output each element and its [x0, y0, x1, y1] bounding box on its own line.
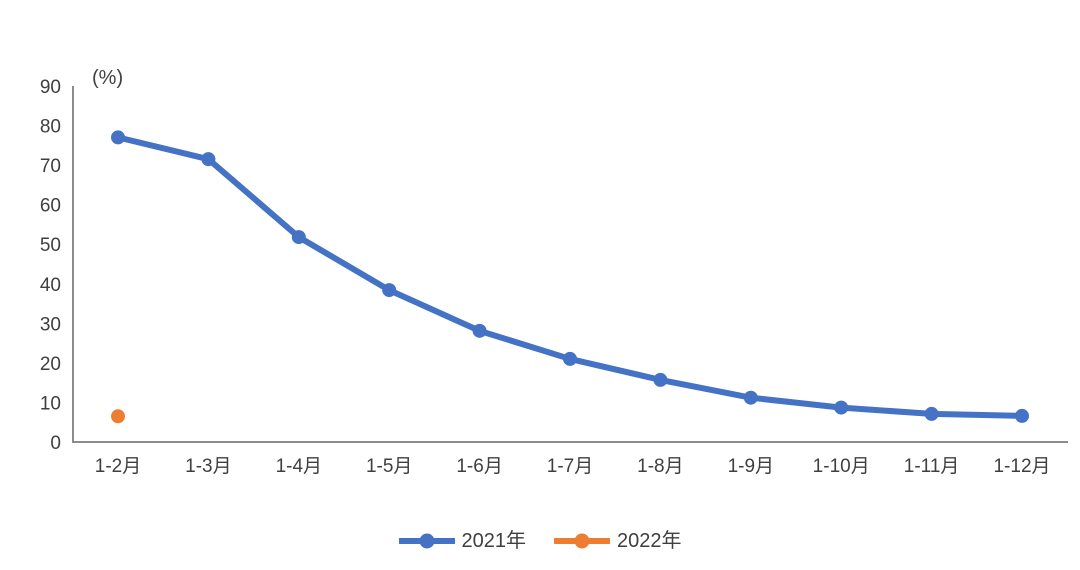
data-point-marker-2021年: [201, 152, 216, 167]
data-point-marker-2021年: [291, 230, 306, 245]
x-tick-label: 1-8月: [637, 456, 683, 477]
data-point-marker-2021年: [924, 406, 939, 421]
x-tick-label: 1-2月: [95, 456, 141, 477]
y-tick-label: 80: [40, 117, 61, 138]
y-axis-unit-label: (%): [92, 67, 123, 89]
x-tick-label: 1-3月: [185, 456, 231, 477]
y-tick-label: 90: [40, 77, 61, 98]
y-tick-label: 70: [40, 156, 61, 177]
data-point-marker-2021年: [834, 400, 849, 415]
legend-item-2022: 2022年: [554, 531, 682, 551]
legend-marker-2022-line-icon: [554, 533, 610, 549]
legend-item-2021: 2021年: [398, 530, 527, 552]
x-tick-label: 1-7月: [547, 456, 593, 477]
data-point-marker-2021年: [1015, 408, 1029, 423]
data-point-marker-2021年: [743, 390, 758, 405]
y-tick-label: 50: [40, 235, 61, 256]
legend-marker-2021-line-icon: [398, 533, 455, 549]
y-tick-label: 10: [40, 393, 61, 414]
data-point-marker-2021年: [472, 323, 487, 338]
y-tick-label: 20: [40, 354, 61, 375]
legend-label-2021: 2021年: [461, 530, 527, 552]
x-tick-label: 1-6月: [456, 456, 502, 477]
y-tick-label: 60: [40, 196, 61, 217]
y-tick-label: 30: [40, 314, 61, 335]
legend-label-2022: 2022年: [617, 530, 682, 552]
chart-legend: 2021年 2022年: [0, 526, 1080, 556]
x-tick-label: 1-12月: [993, 456, 1050, 477]
x-tick-label: 1-9月: [728, 456, 774, 477]
x-tick-label: 1-11月: [904, 456, 960, 477]
series-line-2021年: [115, 134, 1025, 419]
x-tick-label: 1-5月: [366, 456, 412, 477]
data-point-marker-2022年: [111, 409, 125, 424]
x-tick-label: 1-10月: [813, 456, 870, 477]
data-point-marker-2021年: [111, 130, 125, 145]
data-point-marker-2021年: [653, 372, 668, 387]
x-tick-label: 1-4月: [276, 456, 322, 477]
data-point-marker-2021年: [563, 351, 577, 366]
axis-lines: [72, 86, 1068, 443]
y-tick-label: 0: [50, 433, 61, 454]
y-tick-label: 40: [40, 275, 61, 296]
data-point-marker-2021年: [382, 283, 397, 298]
